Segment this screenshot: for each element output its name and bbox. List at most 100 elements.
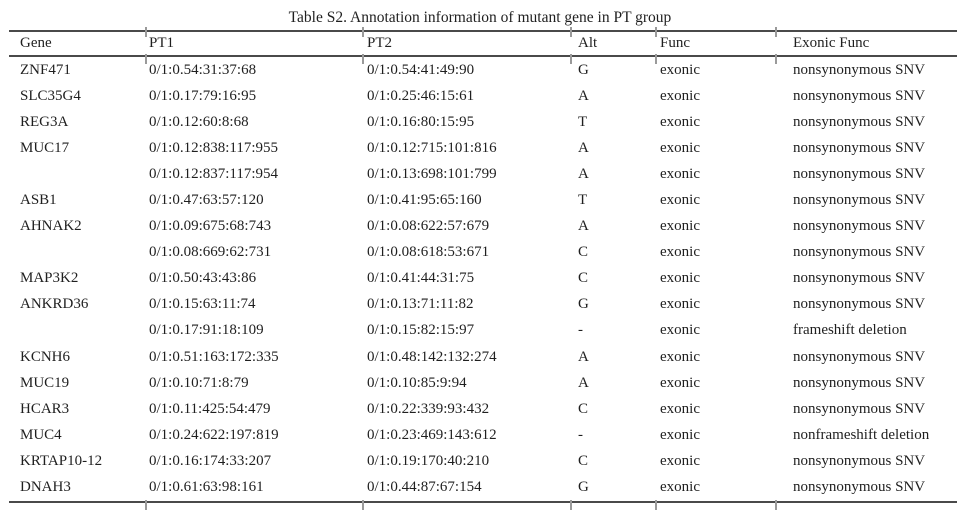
cell-gene xyxy=(9,240,145,266)
table-row: ASB1 0/1:0.47:63:57:120 0/1:0.41:95:65:1… xyxy=(9,187,957,213)
cell-gene: HCAR3 xyxy=(20,400,70,417)
table-row: SLC35G4 0/1:0.17:79:16:95 0/1:0.25:46:15… xyxy=(9,83,957,109)
table-row: REG3A 0/1:0.12:60:8:68 0/1:0.16:80:15:95… xyxy=(9,109,957,135)
column-header-gene: Gene xyxy=(9,30,145,57)
cell-alt: A xyxy=(578,139,589,156)
cell-alt: A xyxy=(578,374,589,391)
table-body: ZNF471 0/1:0.54:31:37:68 0/1:0.54:41:49:… xyxy=(9,56,957,502)
column-border-tick xyxy=(145,500,147,510)
cell-exonic-func: nonsynonymous SNV xyxy=(793,452,926,469)
cell-alt: T xyxy=(578,192,588,209)
cell-alt: - xyxy=(578,322,583,339)
cell-pt1: 0/1:0.50:43:43:86 xyxy=(149,270,257,287)
cell-pt1: 0/1:0.16:174:33:207 xyxy=(149,452,272,469)
table-row: MUC19 0/1:0.10:71:8:79 0/1:0.10:85:9:94 … xyxy=(9,370,957,396)
cell-gene: SLC35G4 xyxy=(20,87,81,104)
cell-pt2: 0/1:0.22:339:93:432 xyxy=(367,400,490,417)
annotation-table: Gene PT1 PT2 Alt Func Exonic Func ZNF471… xyxy=(9,30,957,503)
cell-gene: MUC19 xyxy=(20,374,70,391)
table-row: ANKRD36 0/1:0.15:63:11:74 0/1:0.13:71:11… xyxy=(9,292,957,318)
cell-pt1: 0/1:0.09:675:68:743 xyxy=(149,218,272,235)
cell-gene: MUC17 xyxy=(20,139,70,156)
cell-pt1: 0/1:0.17:79:16:95 xyxy=(149,87,257,104)
column-border-tick xyxy=(362,500,364,510)
cell-exonic-func: nonsynonymous SNV xyxy=(793,296,926,313)
cell-alt: - xyxy=(578,426,583,443)
cell-pt1: 0/1:0.61:63:98:161 xyxy=(149,479,264,496)
column-border-tick xyxy=(145,54,147,64)
cell-func: exonic xyxy=(660,322,700,339)
cell-pt1: 0/1:0.47:63:57:120 xyxy=(149,192,264,209)
cell-alt: T xyxy=(578,113,588,130)
cell-gene: ZNF471 xyxy=(20,61,71,78)
cell-gene: MUC4 xyxy=(20,426,62,443)
column-border-tick xyxy=(655,27,657,37)
cell-pt2: 0/1:0.54:41:49:90 xyxy=(367,61,475,78)
column-border-tick xyxy=(655,54,657,64)
cell-gene: AHNAK2 xyxy=(20,218,82,235)
column-border-tick xyxy=(775,54,777,64)
cell-func: exonic xyxy=(660,61,700,78)
cell-alt: G xyxy=(578,296,589,313)
cell-pt2: 0/1:0.12:715:101:816 xyxy=(367,139,497,156)
cell-alt: G xyxy=(578,479,589,496)
cell-gene: MAP3K2 xyxy=(20,270,79,287)
cell-func: exonic xyxy=(660,218,700,235)
cell-pt2: 0/1:0.19:170:40:210 xyxy=(367,452,490,469)
table-row: 0/1:0.12:837:117:954 0/1:0.13:698:101:79… xyxy=(9,161,957,187)
table-row: ZNF471 0/1:0.54:31:37:68 0/1:0.54:41:49:… xyxy=(9,56,957,83)
cell-exonic-func: nonsynonymous SNV xyxy=(793,87,926,104)
cell-func: exonic xyxy=(660,244,700,261)
cell-exonic-func: nonsynonymous SNV xyxy=(793,374,926,391)
cell-exonic-func: nonsynonymous SNV xyxy=(793,192,926,209)
cell-func: exonic xyxy=(660,452,700,469)
cell-func: exonic xyxy=(660,348,700,365)
table-header-row: Gene PT1 PT2 Alt Func Exonic Func xyxy=(9,30,957,57)
cell-pt1: 0/1:0.12:837:117:954 xyxy=(149,165,279,182)
column-border-tick xyxy=(775,500,777,510)
column-header-pt1: PT1 xyxy=(145,30,362,57)
cell-pt1: 0/1:0.12:60:8:68 xyxy=(149,113,249,130)
table-row: HCAR3 0/1:0.11:425:54:479 0/1:0.22:339:9… xyxy=(9,396,957,422)
cell-exonic-func: nonsynonymous SNV xyxy=(793,113,926,130)
table-row: DNAH3 0/1:0.61:63:98:161 0/1:0.44:87:67:… xyxy=(9,475,957,502)
cell-pt1: 0/1:0.51:163:172:335 xyxy=(149,348,279,365)
cell-alt: C xyxy=(578,244,589,261)
table-row: MUC4 0/1:0.24:622:197:819 0/1:0.23:469:1… xyxy=(9,422,957,448)
cell-func: exonic xyxy=(660,113,700,130)
cell-gene xyxy=(9,161,145,187)
table-row: MAP3K2 0/1:0.50:43:43:86 0/1:0.41:44:31:… xyxy=(9,266,957,292)
cell-exonic-func: nonframeshift deletion xyxy=(793,426,930,443)
cell-pt2: 0/1:0.23:469:143:612 xyxy=(367,426,497,443)
cell-pt1: 0/1:0.11:425:54:479 xyxy=(149,400,271,417)
cell-exonic-func: nonsynonymous SNV xyxy=(793,165,926,182)
cell-pt1: 0/1:0.24:622:197:819 xyxy=(149,426,279,443)
cell-alt: G xyxy=(578,61,589,78)
column-border-tick xyxy=(145,27,147,37)
cell-alt: C xyxy=(578,452,589,469)
cell-exonic-func: nonsynonymous SNV xyxy=(793,400,926,417)
cell-func: exonic xyxy=(660,374,700,391)
table-row: 0/1:0.08:669:62:731 0/1:0.08:618:53:671 … xyxy=(9,240,957,266)
cell-exonic-func: frameshift deletion xyxy=(793,322,907,339)
column-border-tick xyxy=(362,54,364,64)
cell-func: exonic xyxy=(660,139,700,156)
cell-pt2: 0/1:0.15:82:15:97 xyxy=(367,322,475,339)
column-header-alt: Alt xyxy=(570,30,650,57)
cell-exonic-func: nonsynonymous SNV xyxy=(793,348,926,365)
cell-pt2: 0/1:0.08:622:57:679 xyxy=(367,218,490,235)
cell-pt2: 0/1:0.48:142:132:274 xyxy=(367,348,497,365)
cell-pt1: 0/1:0.12:838:117:955 xyxy=(149,139,279,156)
cell-pt2: 0/1:0.13:698:101:799 xyxy=(367,165,497,182)
column-border-tick xyxy=(655,500,657,510)
table-row: AHNAK2 0/1:0.09:675:68:743 0/1:0.08:622:… xyxy=(9,214,957,240)
cell-exonic-func: nonsynonymous SNV xyxy=(793,61,926,78)
cell-gene: ASB1 xyxy=(20,192,57,209)
cell-alt: C xyxy=(578,400,589,417)
cell-pt2: 0/1:0.25:46:15:61 xyxy=(367,87,475,104)
cell-alt: C xyxy=(578,270,589,287)
cell-pt2: 0/1:0.41:95:65:160 xyxy=(367,192,482,209)
column-border-tick xyxy=(570,54,572,64)
cell-pt2: 0/1:0.41:44:31:75 xyxy=(367,270,475,287)
